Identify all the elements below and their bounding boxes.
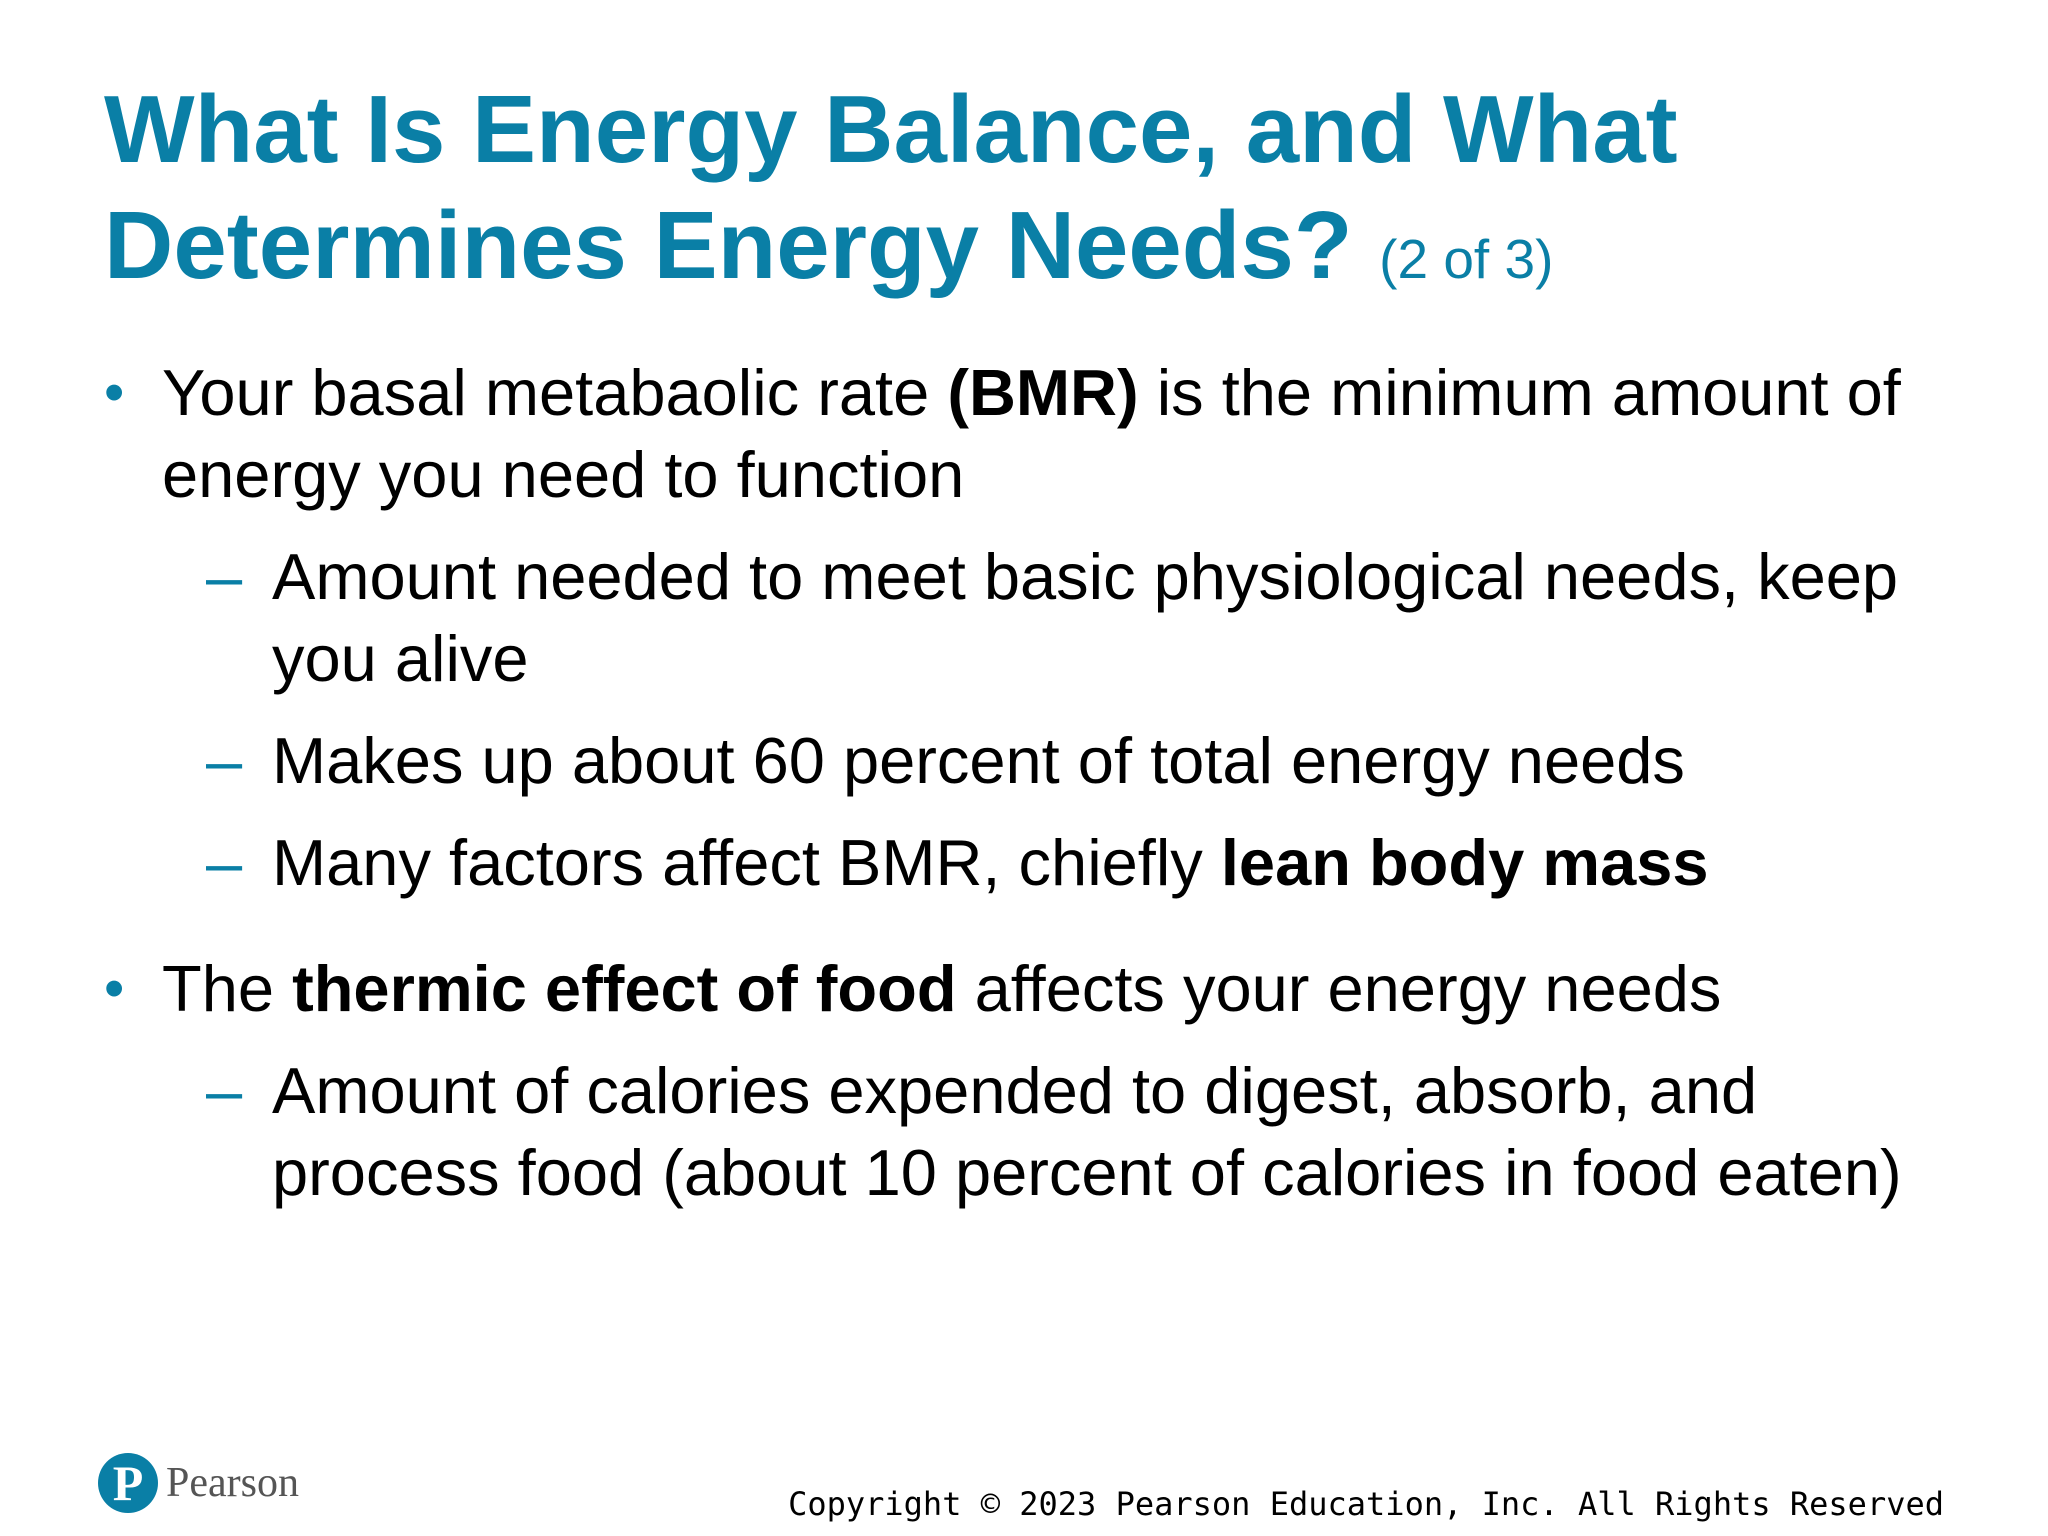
bullet-item: • Your basal metabaolic rate (BMR) is the… bbox=[104, 352, 1964, 516]
slide-title: What Is Energy Balance, and What Determi… bbox=[104, 72, 1984, 317]
slide-title-suffix: (2 of 3) bbox=[1379, 228, 1554, 290]
sub-bullet-marker: – bbox=[206, 1054, 243, 1127]
bullet-text: The bbox=[162, 952, 293, 1025]
bullet-text: is the minimum amount of energy you need… bbox=[162, 356, 1901, 511]
bullet-text: affects your energy needs bbox=[956, 952, 1722, 1025]
copyright-notice: Copyright © 2023 Pearson Education, Inc.… bbox=[788, 1485, 1944, 1523]
sub-bullet-text: Amount of calories expended to digest, a… bbox=[272, 1054, 1902, 1209]
bullet-marker: • bbox=[104, 956, 125, 1021]
bullet-text-bold: (BMR) bbox=[947, 356, 1139, 429]
sub-bullet-marker: – bbox=[206, 540, 243, 613]
sub-bullet-marker: – bbox=[206, 724, 243, 797]
sub-bullet-text: Amount needed to meet basic physiologica… bbox=[272, 540, 1899, 695]
pearson-logo-text: Pearson bbox=[166, 1460, 299, 1506]
bullet-marker: • bbox=[104, 360, 125, 425]
sub-bullet-text-bold: lean body mass bbox=[1220, 826, 1709, 899]
sub-bullet-item: – Many factors affect BMR, chiefly lean b… bbox=[104, 822, 1964, 904]
slide-title-text: What Is Energy Balance, and What Determi… bbox=[104, 76, 1678, 299]
pearson-logo-icon: P bbox=[98, 1453, 158, 1513]
sub-bullet-item: – Makes up about 60 percent of total ener… bbox=[104, 720, 1964, 802]
sub-bullet-text: Makes up about 60 percent of total energ… bbox=[272, 724, 1685, 797]
sub-bullet-text: Many factors affect BMR, chiefly bbox=[272, 826, 1221, 899]
bullet-text: Your basal metabaolic rate bbox=[162, 356, 948, 429]
bullet-text-bold: thermic effect of food bbox=[292, 952, 957, 1025]
pearson-logo: P Pearson bbox=[98, 1453, 299, 1513]
slide-content: • Your basal metabaolic rate (BMR) is the… bbox=[104, 352, 1964, 1214]
bullet-item: • The thermic effect of food affects your… bbox=[104, 948, 1964, 1030]
sub-bullet-item: – Amount of calories expended to digest, … bbox=[104, 1050, 1964, 1214]
sub-bullet-item: – Amount needed to meet basic physiologic… bbox=[104, 536, 1964, 700]
sub-bullet-marker: – bbox=[206, 826, 243, 899]
